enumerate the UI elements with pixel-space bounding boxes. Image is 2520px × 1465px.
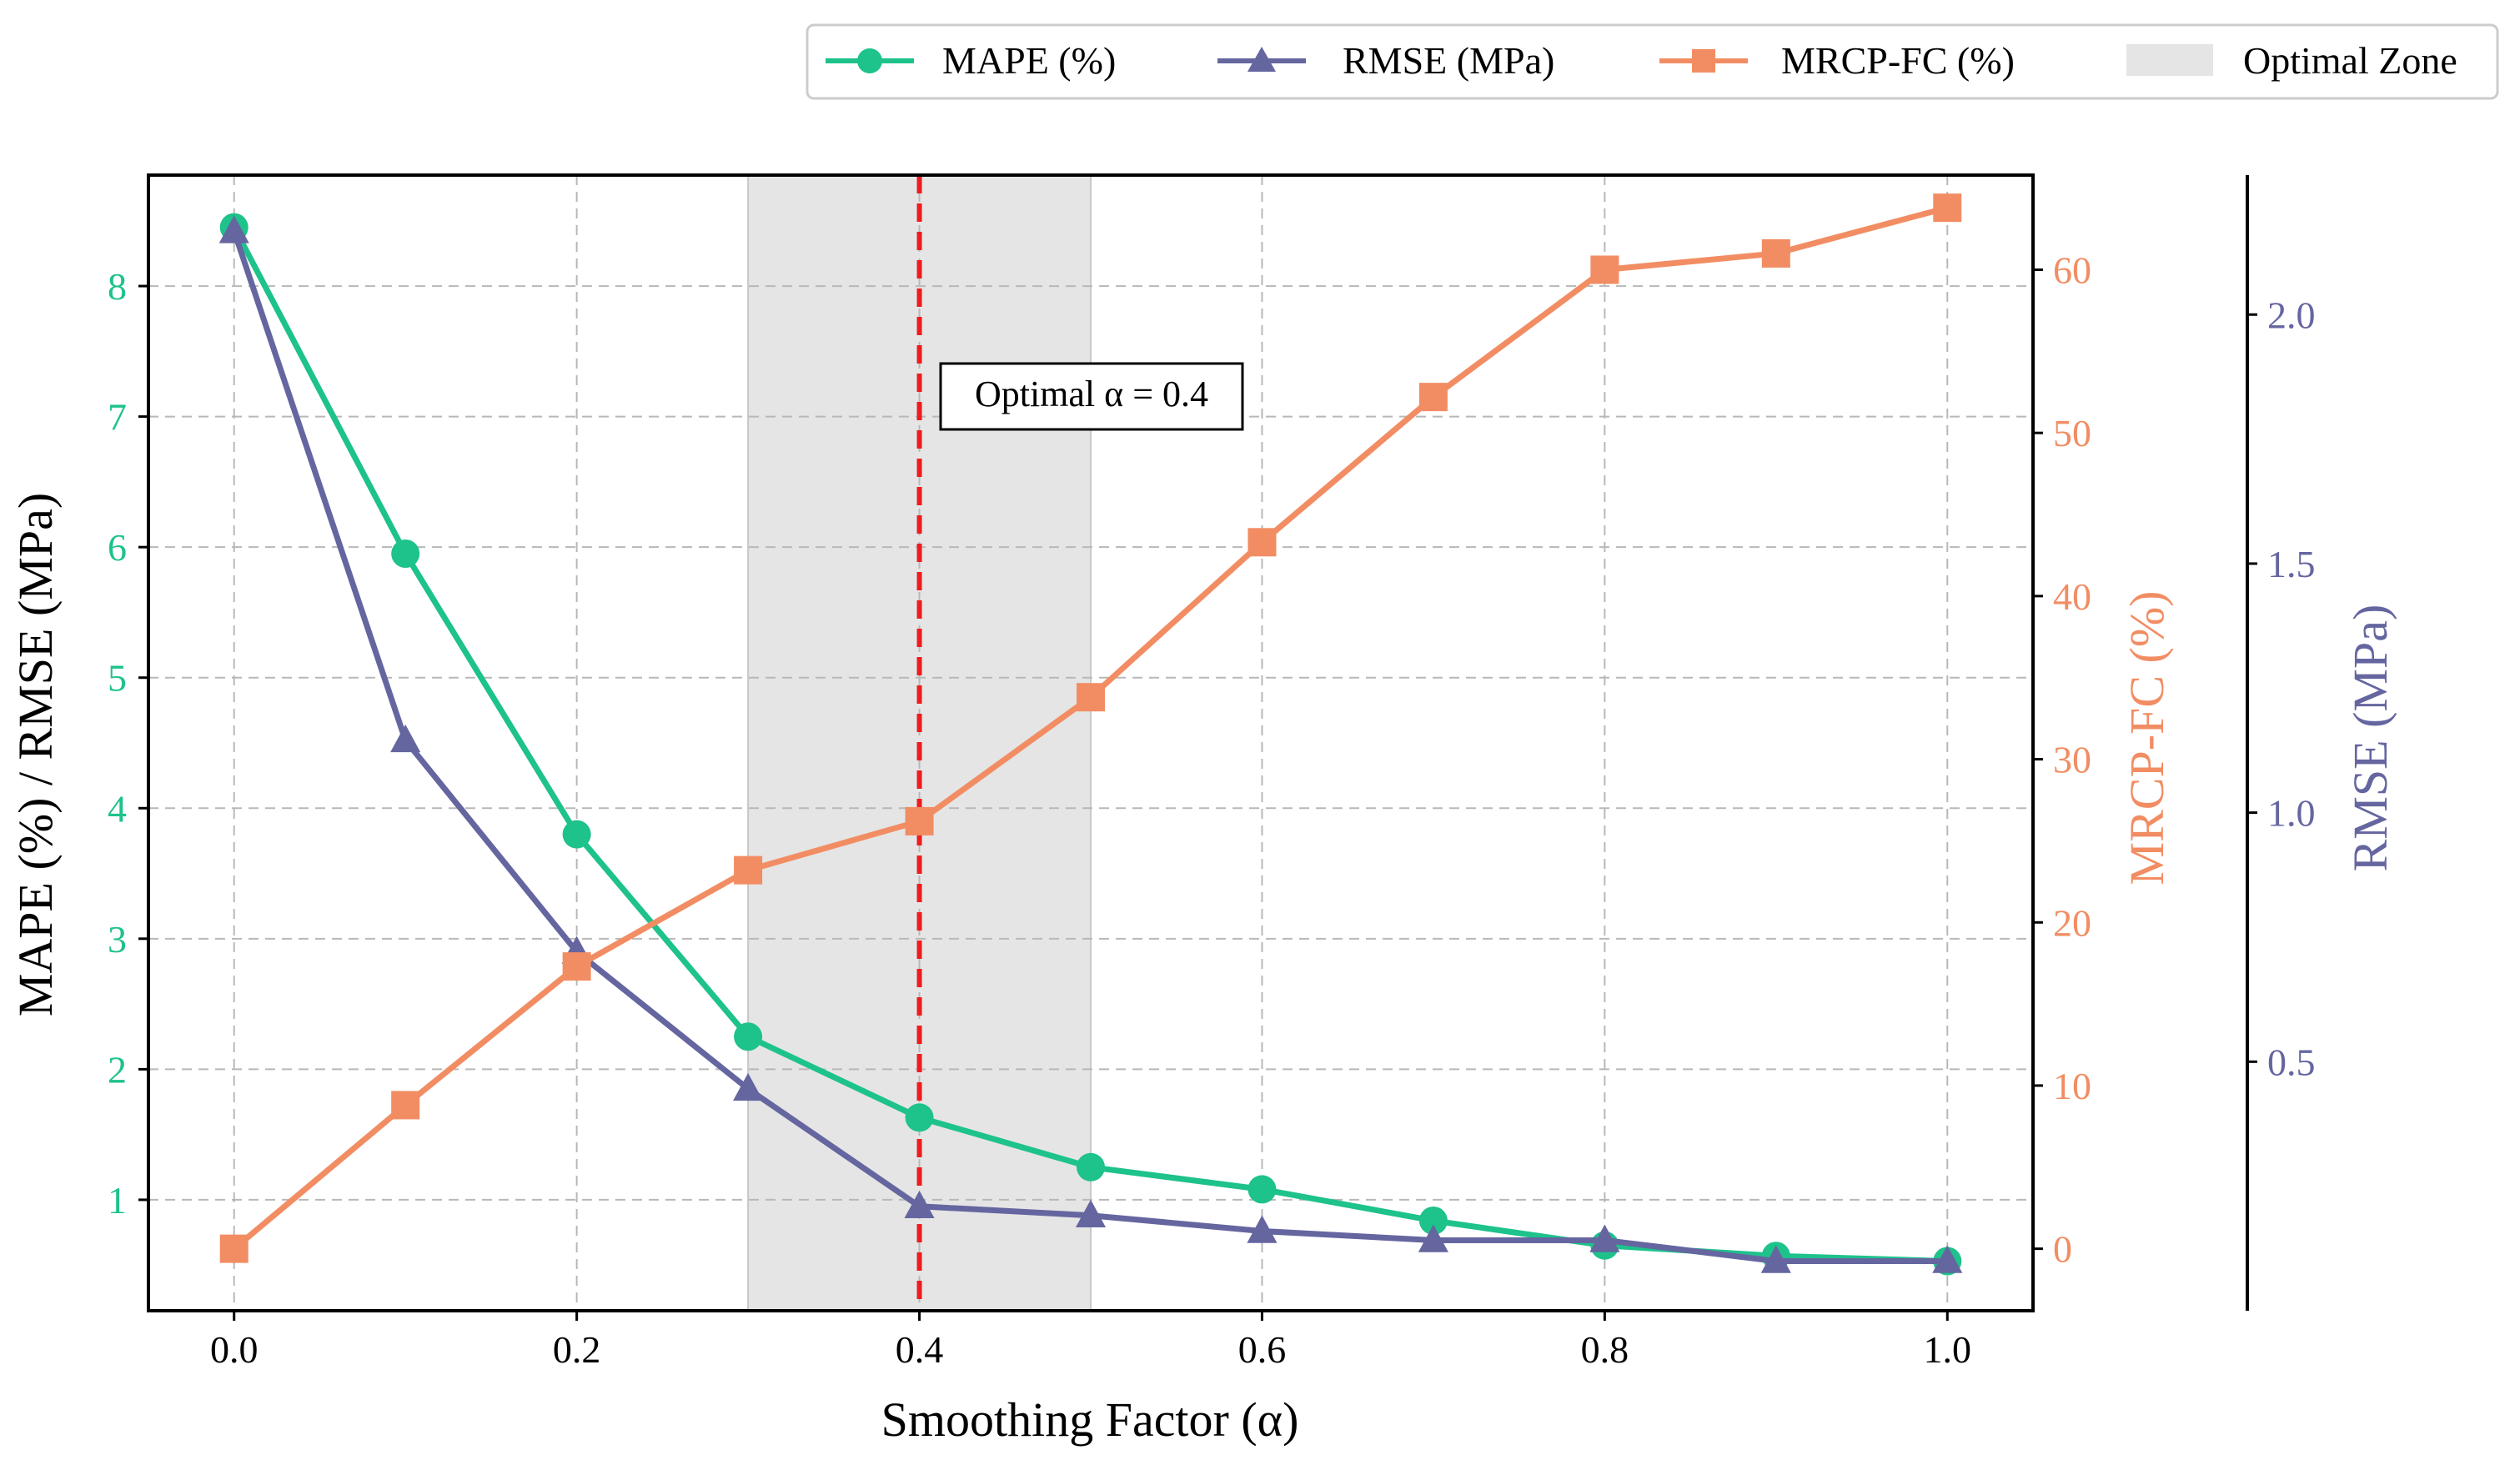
data-point-mrcp <box>905 806 934 835</box>
x-axis-title: Smoothing Factor (α) <box>881 1392 1299 1447</box>
data-point-rmse <box>1247 1215 1278 1243</box>
y-axis-right-title: MRCP-FC (%) <box>2120 591 2174 886</box>
y-right-tick-label: 40 <box>2053 575 2091 618</box>
x-tick-label: 0.0 <box>210 1328 259 1371</box>
annotation-text: Optimal α = 0.4 <box>975 374 1208 414</box>
optimal-annotation: Optimal α = 0.4 <box>939 362 1244 431</box>
data-point-mape <box>1418 1206 1448 1235</box>
data-point-rmse <box>390 724 421 753</box>
legend-mape-label: MAPE (%) <box>942 39 1116 82</box>
plot-frame <box>147 173 2035 1312</box>
data-point-rmse <box>1075 1199 1107 1227</box>
y-left-tick-label: 3 <box>108 918 127 961</box>
data-point-rmse <box>1418 1224 1448 1252</box>
legend-zone-swatch <box>2126 44 2213 76</box>
data-point-mape <box>562 820 591 849</box>
data-point-rmse <box>904 1190 935 1219</box>
x-tick-label: 1.0 <box>1924 1328 1972 1371</box>
y-left-tick-label: 1 <box>108 1179 127 1222</box>
x-tick-label: 0.4 <box>896 1328 944 1371</box>
data-point-mrcp <box>391 1091 420 1120</box>
data-point-mrcp <box>1933 193 1962 223</box>
y-outer-tick-label: 2.0 <box>2267 294 2316 336</box>
y-outer-tick-label: 0.5 <box>2267 1041 2316 1083</box>
data-point-rmse <box>1932 1245 1963 1273</box>
annotation-box <box>939 362 1244 431</box>
data-point-rmse <box>1589 1224 1620 1252</box>
data-point-mrcp <box>1247 528 1277 557</box>
legend-mrcp-label: MRCP-FC (%) <box>1781 39 2015 82</box>
y-right-tick-label: 20 <box>2053 901 2091 944</box>
legend-frame <box>806 23 2499 100</box>
data-point-mrcp <box>1077 683 1105 712</box>
axes: 0.0 0.2 0.4 0.6 0.8 1.0 1 2 3 4 5 6 7 8 0 10 20 30 40 50 60 0… <box>108 249 2316 1372</box>
legend-rmse-marker <box>1247 47 1276 72</box>
y-right-tick-label: 50 <box>2053 412 2091 454</box>
data-point-mape <box>1077 1152 1105 1182</box>
data-point-mrcp <box>219 1234 248 1263</box>
y-right-tick-label: 60 <box>2053 249 2091 292</box>
y-left-tick-label: 7 <box>108 396 127 439</box>
legend-rmse-label: RMSE (MPa) <box>1343 39 1554 82</box>
y-left-tick-label: 6 <box>108 526 127 569</box>
data-point-mape <box>391 539 420 568</box>
data-point-mape <box>905 1103 934 1132</box>
y-right-tick-label: 30 <box>2053 739 2091 781</box>
x-tick-label: 0.6 <box>1238 1328 1287 1371</box>
y-left-tick-label: 8 <box>108 265 127 308</box>
legend-mrcp-marker <box>1692 49 1715 73</box>
data-point-rmse <box>1760 1245 1791 1273</box>
data-point-rmse <box>733 1072 764 1101</box>
data-point-mape <box>1247 1175 1277 1204</box>
y-right-tick-label: 10 <box>2053 1065 2091 1107</box>
y-left-tick-label: 4 <box>108 787 127 830</box>
data-point-mrcp <box>1590 255 1619 284</box>
data-point-mrcp <box>1418 383 1448 412</box>
y-axis-outer-title: RMSE (MPa) <box>2343 605 2397 872</box>
y-outer-tick-label: 1.5 <box>2267 543 2316 585</box>
y-outer-tick-label: 1.0 <box>2267 792 2316 835</box>
data-point-mrcp <box>1761 238 1790 268</box>
series-layer <box>218 193 1963 1276</box>
y-left-tick-label: 2 <box>108 1048 127 1091</box>
data-point-mrcp <box>734 855 763 885</box>
x-tick-label: 0.8 <box>1581 1328 1629 1371</box>
y-right-tick-label: 0 <box>2053 1228 2072 1271</box>
y-left-tick-label: 5 <box>108 657 127 700</box>
legend: MAPE (%) RMSE (MPa) MRCP-FC (%) Optimal … <box>806 23 2499 100</box>
grid <box>148 175 2033 1311</box>
legend-zone-label: Optimal Zone <box>2243 39 2457 82</box>
y-axis-left-title: MAPE (%) / RMSE (MPa) <box>8 493 63 1016</box>
x-tick-label: 0.2 <box>553 1328 601 1371</box>
data-point-rmse <box>218 215 249 243</box>
data-point-mape <box>734 1022 763 1051</box>
legend-mape-marker <box>857 48 882 73</box>
data-point-mrcp <box>562 952 591 981</box>
